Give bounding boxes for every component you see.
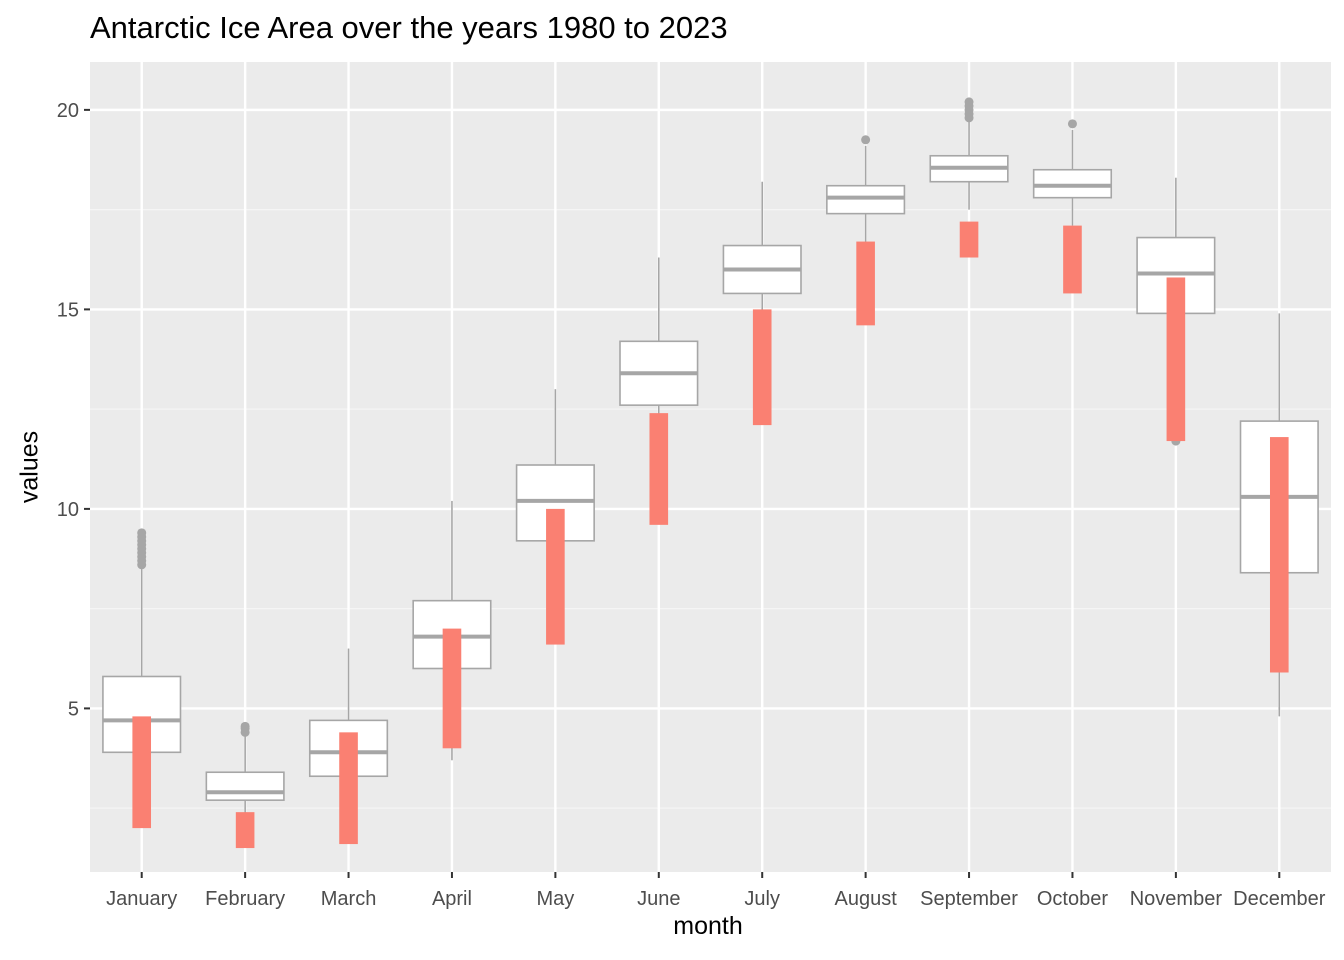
x-tick-label: November <box>1130 888 1223 910</box>
highlight-range-bar <box>442 628 462 749</box>
highlight-range-bar <box>856 241 875 326</box>
highlight-range-bar <box>132 716 152 829</box>
box-iqr <box>205 771 285 801</box>
outlier-point <box>240 721 250 731</box>
x-tick-label: August <box>834 888 897 910</box>
outlier-point <box>861 135 871 145</box>
x-tick-label: September <box>920 888 1018 910</box>
highlight-range-bar <box>1166 277 1186 442</box>
x-tick-label: February <box>205 888 285 910</box>
highlight-range-bar <box>959 221 979 258</box>
outlier-point <box>1067 119 1077 129</box>
highlight-range-bar <box>1063 225 1082 294</box>
x-tick-label: October <box>1037 888 1108 910</box>
highlight-range-bar <box>546 508 565 645</box>
y-tick-label: 10 <box>57 499 79 521</box>
highlight-range-bar <box>339 732 358 845</box>
y-axis-label: values <box>15 430 44 504</box>
x-tick-label: June <box>637 888 680 910</box>
plot-panel <box>90 62 1331 872</box>
x-tick-label: July <box>744 888 780 910</box>
y-tick-label: 5 <box>68 698 79 720</box>
x-tick-label: May <box>536 888 574 910</box>
x-tick-label: March <box>321 888 377 910</box>
highlight-range-bar <box>1269 437 1289 673</box>
chart-title: Antarctic Ice Area over the years 1980 t… <box>90 10 728 45</box>
x-tick-label: January <box>106 888 177 910</box>
y-tick-label: 20 <box>57 100 79 122</box>
highlight-range-bar <box>752 309 772 426</box>
highlight-range-bar <box>649 413 669 525</box>
highlight-range-bar <box>235 812 255 849</box>
y-tick-label: 15 <box>57 299 79 321</box>
x-tick-label: December <box>1233 888 1326 910</box>
x-tick-label: April <box>432 888 472 910</box>
x-axis-label: month <box>673 912 743 940</box>
outlier-point <box>137 528 147 538</box>
outlier-point <box>964 97 974 107</box>
